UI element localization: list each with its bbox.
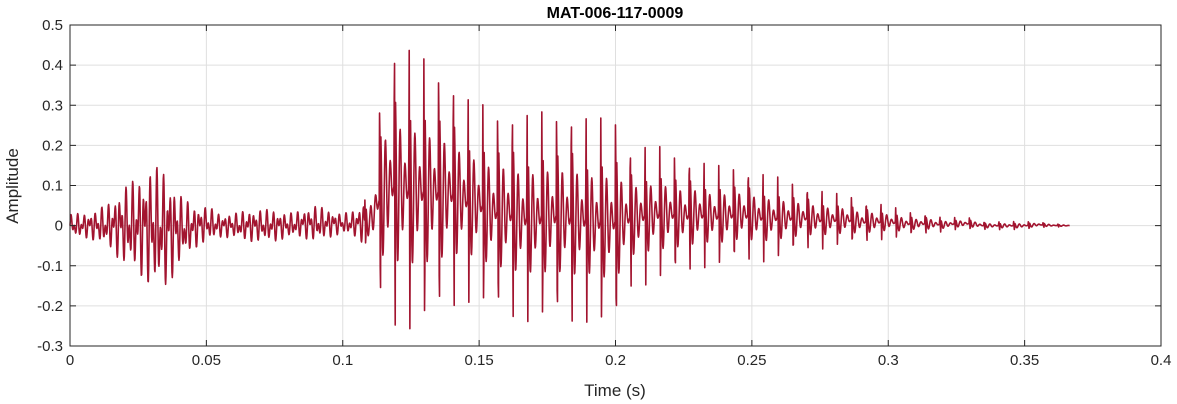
y-tick-label: 0.3 [42, 97, 63, 114]
x-tick-label: 0.35 [1010, 352, 1039, 369]
y-tick-label: 0.1 [42, 178, 63, 195]
x-tick-label: 0.15 [465, 352, 494, 369]
y-axis-title: Amplitude [3, 148, 22, 224]
x-tick-label: 0.2 [605, 352, 626, 369]
x-tick-label: 0.25 [737, 352, 766, 369]
x-axis-ticks: 0 0.05 0.1 0.15 0.2 0.25 0.3 0.35 0.4 [66, 25, 1172, 369]
chart-title: MAT-006-117-0009 [547, 5, 684, 22]
x-tick-label: 0.3 [878, 352, 899, 369]
y-tick-label: 0 [55, 218, 63, 235]
x-tick-label: 0.4 [1151, 352, 1172, 369]
y-tick-label: -0.2 [37, 298, 63, 315]
waveform-line [69, 49, 1071, 330]
y-tick-label: -0.1 [37, 258, 63, 275]
y-tick-label: 0.5 [42, 17, 63, 34]
y-axis-ticks: -0.3 -0.2 -0.1 0 0.1 0.2 0.3 0.4 0.5 [37, 17, 1161, 355]
waveform-series [69, 49, 1071, 330]
y-tick-label: 0.4 [42, 57, 63, 74]
x-axis-title: Time (s) [584, 381, 646, 400]
y-tick-label: -0.3 [37, 338, 63, 355]
x-tick-label: 0.1 [332, 352, 353, 369]
x-tick-label: 0 [66, 352, 74, 369]
x-tick-label: 0.05 [192, 352, 221, 369]
y-tick-label: 0.2 [42, 137, 63, 154]
